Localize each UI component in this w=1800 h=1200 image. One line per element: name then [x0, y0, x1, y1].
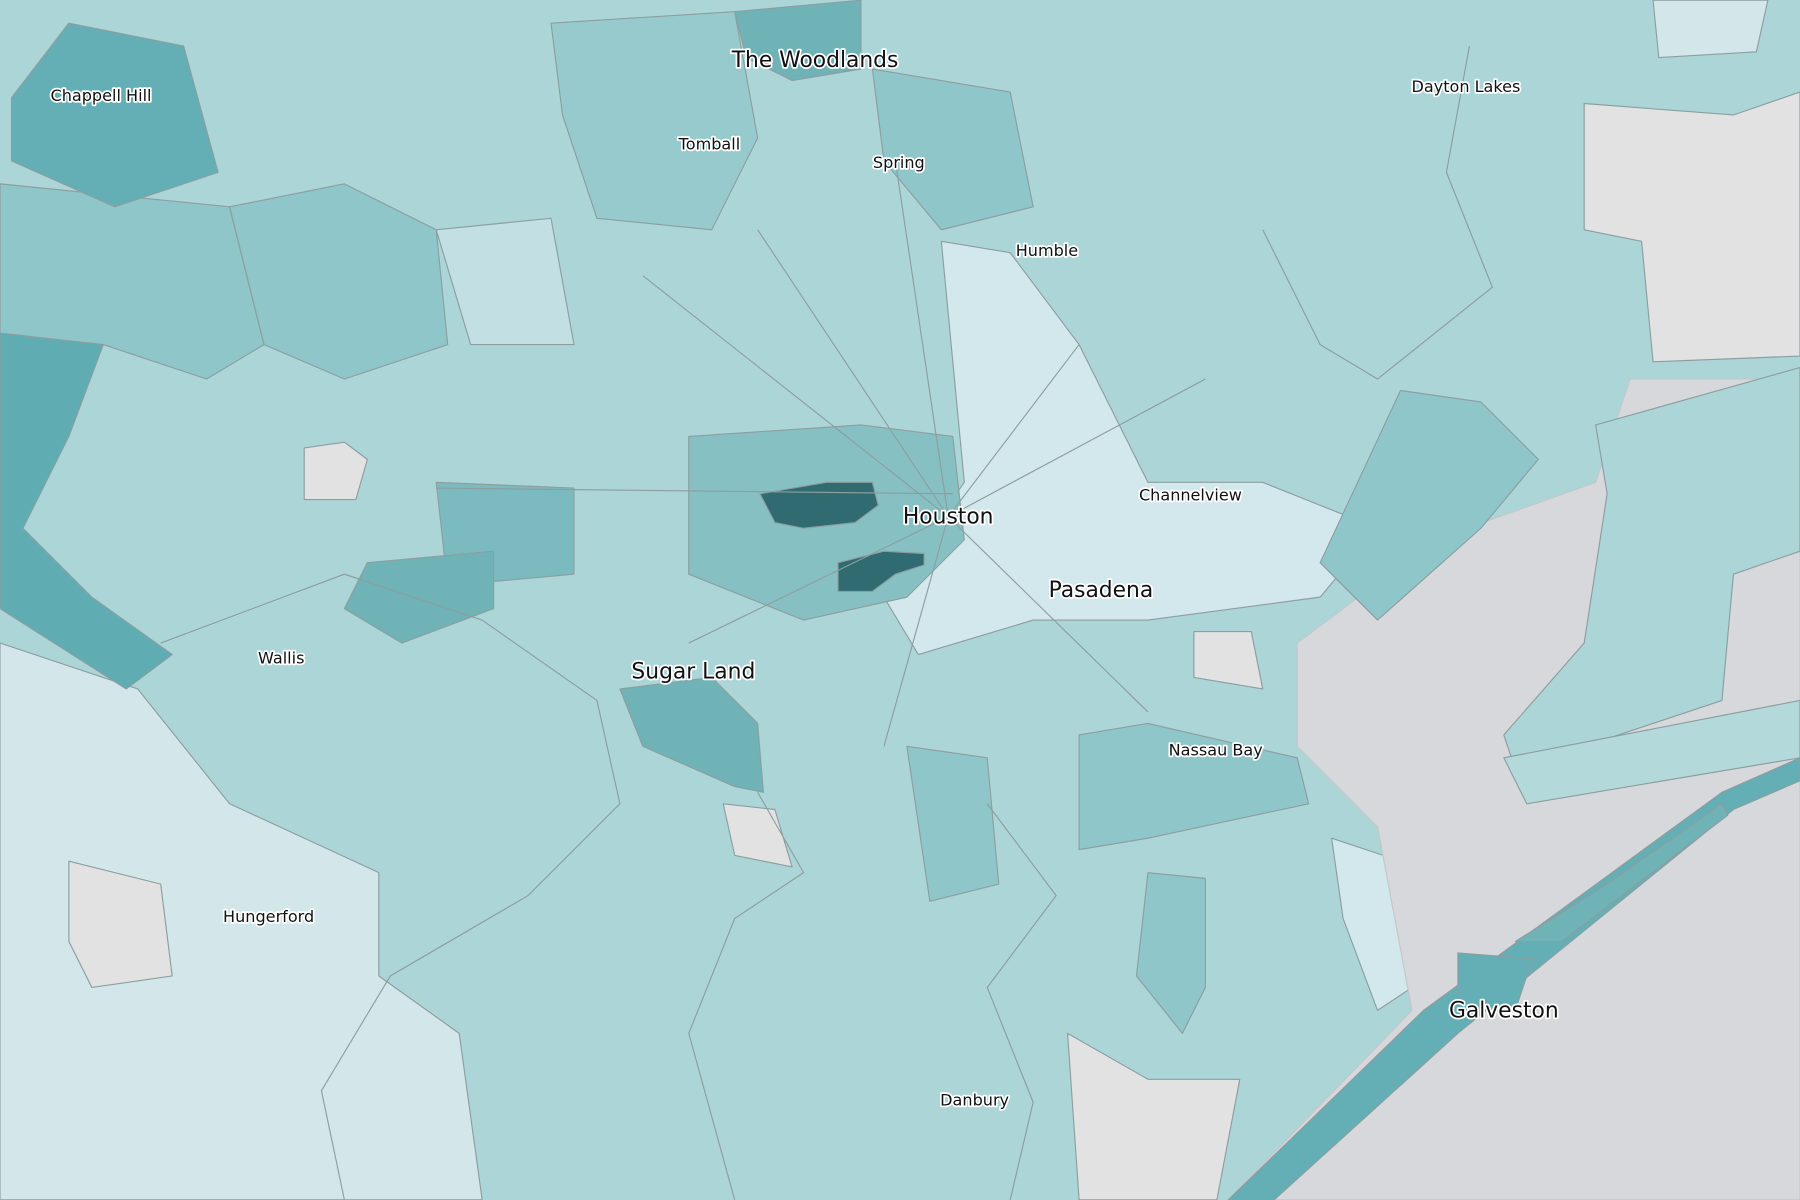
place-label: Galveston — [1449, 998, 1559, 1023]
region — [0, 332, 173, 690]
region — [1319, 389, 1539, 621]
place-label: Chappell Hill — [51, 86, 152, 105]
region — [1078, 722, 1310, 851]
place-label: Pasadena — [1049, 578, 1154, 603]
boundaries — [160, 46, 1494, 1200]
boundary — [986, 803, 1057, 1200]
region — [1503, 366, 1800, 770]
region — [343, 550, 495, 644]
boundary — [947, 516, 1149, 713]
boundary — [642, 275, 949, 518]
region — [1652, 0, 1769, 59]
boundary — [160, 573, 621, 1200]
boundary — [436, 487, 953, 495]
region — [759, 481, 879, 529]
region — [837, 550, 925, 592]
boundary — [688, 791, 805, 1200]
region — [550, 11, 759, 231]
place-label: Channelview — [1139, 486, 1242, 505]
region — [1514, 803, 1729, 943]
region — [10, 22, 219, 208]
non-data-land — [1193, 630, 1264, 690]
place-label: Houston — [903, 505, 994, 530]
region — [734, 0, 862, 82]
non-data-land — [722, 803, 793, 868]
place-label: Dayton Lakes — [1411, 77, 1520, 96]
region — [1457, 952, 1534, 1011]
coastal-regions — [68, 0, 1800, 1200]
non-data-land — [303, 441, 368, 501]
place-label: Humble — [1016, 241, 1079, 260]
region — [435, 217, 575, 346]
region — [871, 68, 1034, 231]
boundary — [947, 344, 1080, 518]
place-label: The Woodlands — [731, 48, 899, 73]
place-labels: The Woodlands Chappell Hill Tomball Spri… — [49, 46, 1561, 1111]
place-label: Sugar Land — [631, 660, 755, 685]
place-label: Wallis — [258, 649, 304, 668]
regions — [0, 0, 1413, 1200]
region — [1503, 699, 1800, 805]
region — [1135, 872, 1206, 1034]
region — [229, 183, 449, 380]
non-data-land — [68, 860, 173, 989]
non-data-land — [1067, 1032, 1241, 1200]
non-data-land — [1583, 91, 1800, 363]
region — [619, 676, 764, 793]
boundary — [947, 378, 1206, 518]
boundary — [883, 516, 949, 747]
boundary — [1262, 46, 1494, 380]
place-label: Danbury — [940, 1091, 1009, 1110]
boundary — [894, 160, 949, 517]
place-label: Spring — [873, 153, 925, 172]
place-label: Hungerford — [223, 907, 314, 926]
boundary — [688, 516, 949, 644]
place-label: Nassau Bay — [1169, 741, 1264, 760]
place-label: Tomball — [678, 134, 741, 153]
region — [906, 745, 1000, 902]
boundary — [757, 229, 949, 518]
